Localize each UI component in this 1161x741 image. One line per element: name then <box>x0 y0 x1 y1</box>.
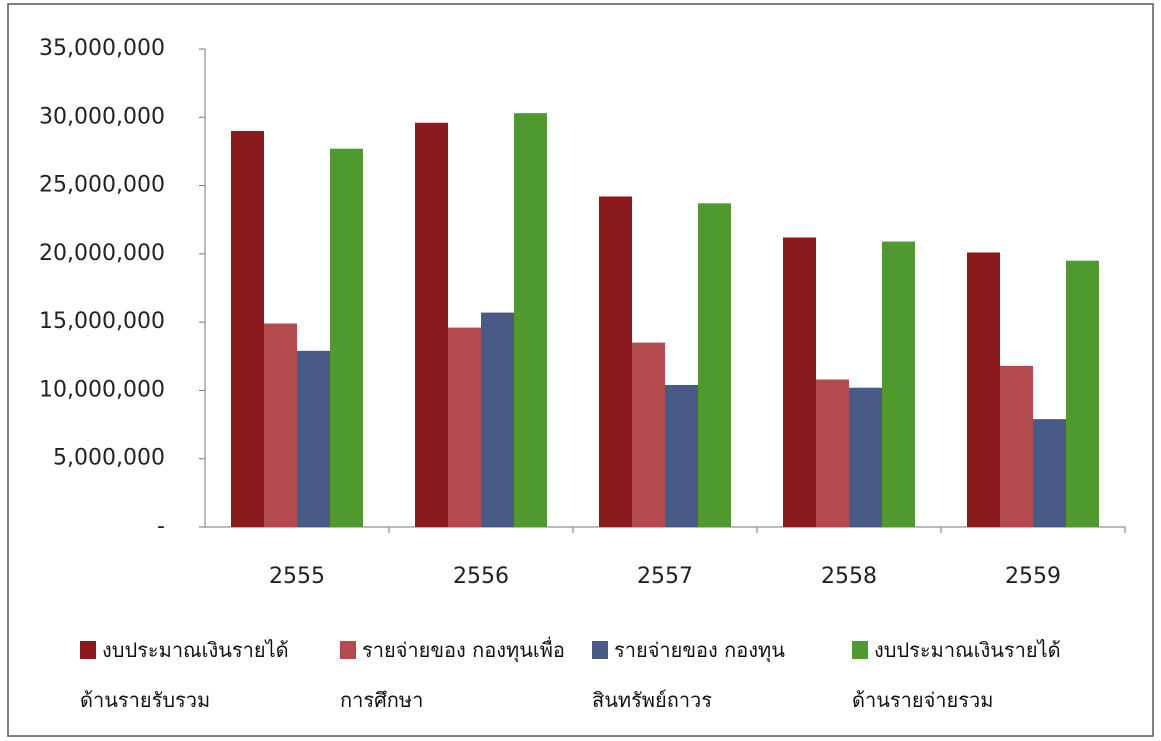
bar <box>415 122 448 528</box>
legend-item: งบประมาณเงินรายได้ ด้านรายจ่ายรวม <box>852 625 1102 725</box>
bar <box>1000 365 1033 527</box>
bar <box>882 241 915 527</box>
x-tick-label: 2558 <box>821 564 877 589</box>
bar <box>297 350 330 527</box>
bar <box>849 387 882 527</box>
y-tick-label: 10,000,000 <box>39 377 165 402</box>
x-tick-label: 2557 <box>637 564 693 589</box>
bar <box>448 327 481 527</box>
y-tick-label: 35,000,000 <box>39 36 165 61</box>
y-tick-label: 15,000,000 <box>39 309 165 334</box>
bar <box>599 196 632 528</box>
y-tick-label: 30,000,000 <box>39 104 165 129</box>
legend-item: รายจ่ายของ กองทุนสินทรัพย์ถาวร <box>592 625 842 725</box>
bar <box>632 342 665 527</box>
y-tick-label: 5,000,000 <box>53 446 165 471</box>
legend-swatch <box>340 641 356 659</box>
frame <box>7 3 1154 737</box>
y-tick-label: - <box>157 514 165 539</box>
bar <box>481 312 514 527</box>
bar <box>698 203 731 527</box>
bar <box>665 384 698 527</box>
bar <box>967 252 1000 527</box>
legend-label: รายจ่ายของ กองทุนเพื่อการศึกษา <box>340 638 565 712</box>
bar <box>816 379 849 527</box>
bar <box>231 130 264 527</box>
legend-label: รายจ่ายของ กองทุนสินทรัพย์ถาวร <box>592 638 785 712</box>
legend-item: งบประมาณเงินรายได้ ด้านรายรับรวม <box>80 625 330 725</box>
x-tick-label: 2556 <box>453 564 509 589</box>
bar <box>330 148 363 527</box>
bar <box>1033 419 1066 527</box>
x-tick-label: 2559 <box>1005 564 1061 589</box>
legend-swatch <box>80 641 96 659</box>
bar <box>783 237 816 527</box>
legend-item: รายจ่ายของ กองทุนเพื่อการศึกษา <box>340 625 590 725</box>
legend-label: งบประมาณเงินรายได้ ด้านรายรับรวม <box>80 638 289 712</box>
x-tick-label: 2555 <box>269 564 325 589</box>
bar <box>514 113 547 527</box>
bar <box>1066 260 1099 527</box>
legend-label: งบประมาณเงินรายได้ ด้านรายจ่ายรวม <box>852 638 1061 712</box>
legend-swatch <box>592 641 608 659</box>
legend-swatch <box>852 641 868 659</box>
bar <box>264 323 297 527</box>
y-tick-label: 25,000,000 <box>39 173 165 198</box>
y-tick-label: 20,000,000 <box>39 241 165 266</box>
